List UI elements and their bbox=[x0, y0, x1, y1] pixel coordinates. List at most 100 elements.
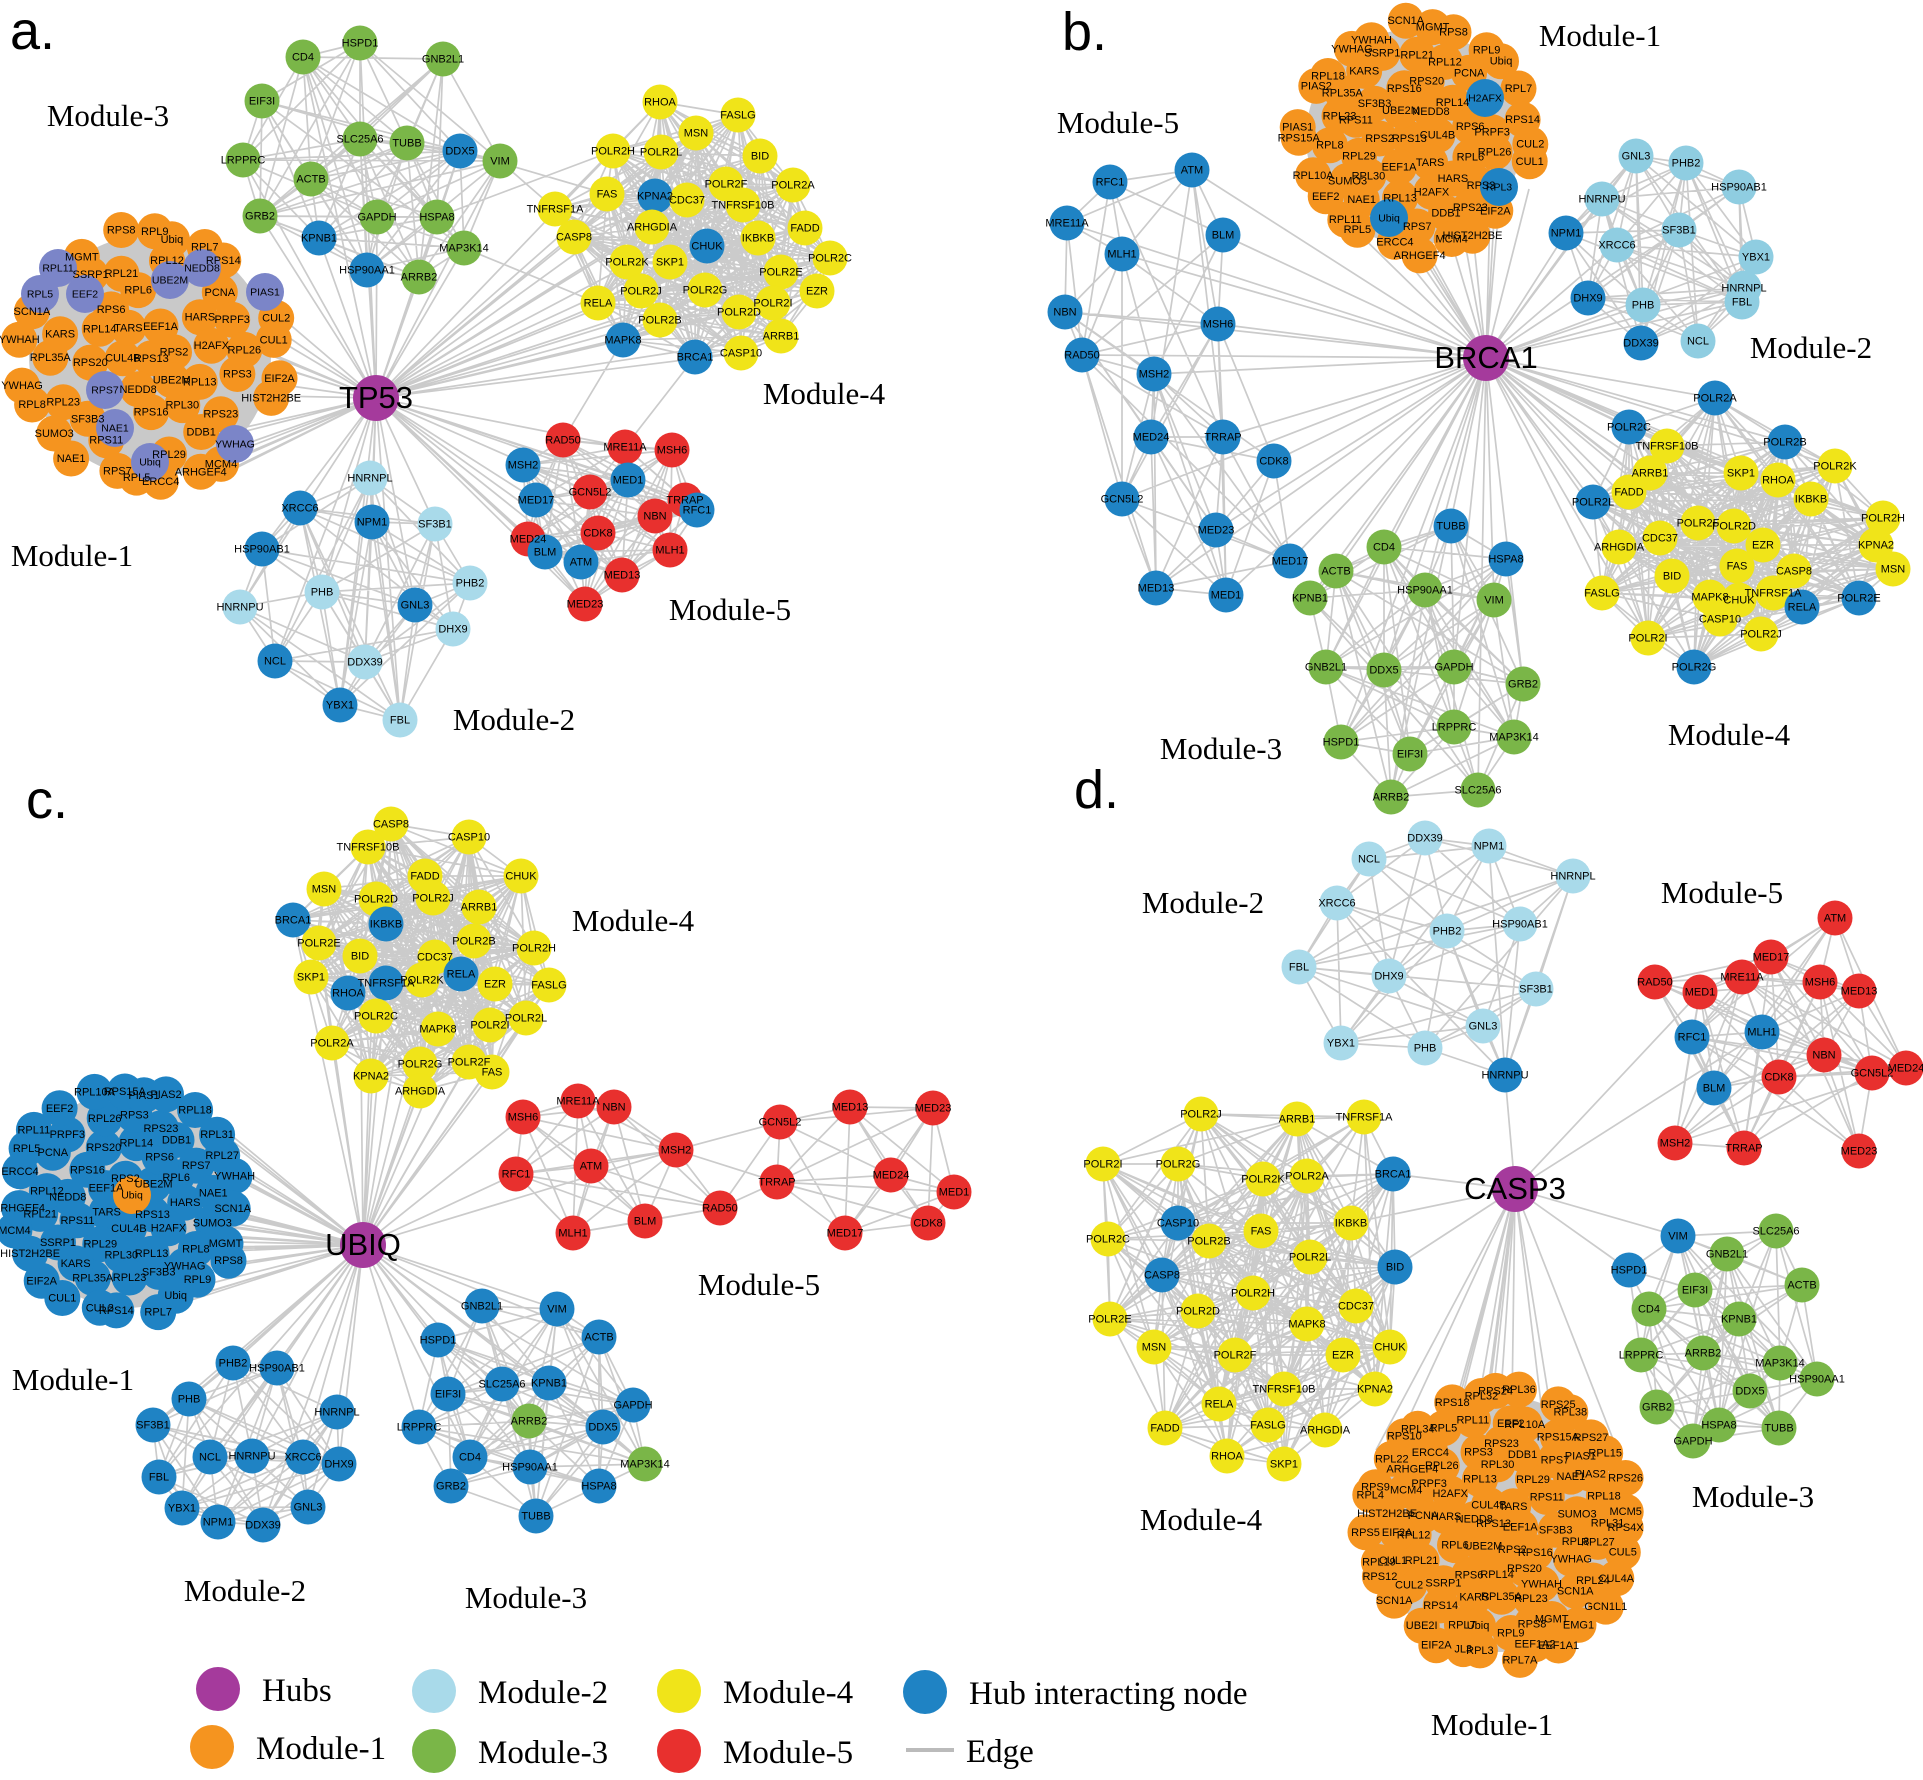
svg-text:XRCC6: XRCC6 bbox=[1318, 898, 1355, 910]
svg-text:a.: a. bbox=[10, 1, 55, 61]
svg-text:EMG1: EMG1 bbox=[1563, 1619, 1594, 1631]
svg-text:MAP3K14: MAP3K14 bbox=[620, 1459, 670, 1471]
svg-text:NAE1: NAE1 bbox=[57, 453, 86, 465]
svg-text:KPNA2: KPNA2 bbox=[1357, 1384, 1393, 1396]
svg-text:MCM5: MCM5 bbox=[1610, 1506, 1642, 1518]
svg-text:RPS11: RPS11 bbox=[1530, 1492, 1564, 1504]
svg-text:MED17: MED17 bbox=[1753, 952, 1790, 964]
svg-text:POLR2C: POLR2C bbox=[354, 1011, 398, 1023]
svg-text:RPL29: RPL29 bbox=[83, 1239, 117, 1251]
svg-text:RPL13: RPL13 bbox=[1463, 1474, 1497, 1486]
svg-text:RPS8: RPS8 bbox=[214, 1255, 243, 1267]
svg-text:MSH2: MSH2 bbox=[1660, 1138, 1691, 1150]
svg-text:TNFRSF1A: TNFRSF1A bbox=[1336, 1112, 1394, 1124]
svg-text:CUL4B: CUL4B bbox=[105, 353, 140, 365]
svg-text:ARRB2: ARRB2 bbox=[1373, 792, 1410, 804]
svg-text:PHB: PHB bbox=[1414, 1043, 1437, 1055]
svg-text:RPL5: RPL5 bbox=[13, 1143, 41, 1155]
svg-text:MCM4: MCM4 bbox=[1436, 234, 1468, 246]
svg-text:ARRB2: ARRB2 bbox=[511, 1416, 548, 1428]
svg-text:POLR2C: POLR2C bbox=[1086, 1234, 1130, 1246]
svg-text:RPL14: RPL14 bbox=[83, 323, 117, 335]
svg-text:POLR2E: POLR2E bbox=[759, 267, 802, 279]
svg-text:RPL18: RPL18 bbox=[1587, 1490, 1621, 1502]
svg-text:POLR2J: POLR2J bbox=[620, 286, 662, 298]
svg-text:ACTB: ACTB bbox=[1787, 1280, 1816, 1292]
svg-text:MED24: MED24 bbox=[1133, 432, 1170, 444]
svg-text:FAS: FAS bbox=[482, 1067, 503, 1079]
svg-text:LRPPRC: LRPPRC bbox=[221, 155, 266, 167]
svg-text:MED1: MED1 bbox=[613, 475, 644, 487]
svg-text:TP53: TP53 bbox=[339, 380, 413, 415]
svg-text:KPNA2: KPNA2 bbox=[637, 191, 673, 203]
svg-text:SSRP1: SSRP1 bbox=[40, 1237, 76, 1249]
svg-text:MSN: MSN bbox=[1142, 1342, 1167, 1354]
svg-text:RPS6: RPS6 bbox=[97, 304, 126, 316]
svg-text:GNB2L1: GNB2L1 bbox=[1706, 1249, 1748, 1261]
svg-text:RPL14: RPL14 bbox=[119, 1138, 153, 1150]
svg-text:HNRNPU: HNRNPU bbox=[228, 1451, 275, 1463]
svg-text:GNL3: GNL3 bbox=[1469, 1021, 1498, 1033]
svg-text:ATM: ATM bbox=[570, 557, 592, 569]
svg-text:EIF3I: EIF3I bbox=[1682, 1285, 1708, 1297]
svg-text:RPL21: RPL21 bbox=[105, 268, 139, 280]
svg-text:POLR2D: POLR2D bbox=[717, 307, 761, 319]
svg-text:BRCA1: BRCA1 bbox=[1434, 340, 1537, 375]
svg-text:RPL5: RPL5 bbox=[27, 289, 53, 301]
svg-text:RFC1: RFC1 bbox=[1096, 177, 1125, 189]
svg-text:RPL6: RPL6 bbox=[124, 285, 152, 297]
svg-text:EIF2A: EIF2A bbox=[1421, 1640, 1452, 1652]
svg-text:POLR2H: POLR2H bbox=[1231, 1288, 1275, 1300]
svg-text:RAD50: RAD50 bbox=[545, 435, 580, 447]
svg-text:RFC1: RFC1 bbox=[502, 1169, 531, 1181]
svg-text:Ubiq: Ubiq bbox=[121, 1190, 143, 1202]
svg-text:GAPDH: GAPDH bbox=[613, 1400, 652, 1412]
svg-text:RPL30: RPL30 bbox=[165, 400, 199, 412]
svg-text:POLR2D: POLR2D bbox=[1176, 1306, 1220, 1318]
svg-text:RPS11: RPS11 bbox=[60, 1215, 94, 1227]
svg-text:Module-1: Module-1 bbox=[1539, 18, 1661, 53]
svg-text:MED23: MED23 bbox=[915, 1103, 952, 1115]
svg-text:MSH6: MSH6 bbox=[508, 1112, 539, 1124]
svg-text:RPS16: RPS16 bbox=[1518, 1547, 1553, 1559]
svg-text:Module-2: Module-2 bbox=[1142, 885, 1264, 920]
svg-text:FBL: FBL bbox=[1732, 297, 1752, 309]
svg-text:UBE2I: UBE2I bbox=[1406, 1620, 1438, 1632]
svg-text:TNFRSF1A: TNFRSF1A bbox=[1745, 588, 1803, 600]
svg-text:RELA: RELA bbox=[1205, 1399, 1234, 1411]
svg-text:DDX39: DDX39 bbox=[1407, 833, 1442, 845]
svg-text:HSPA8: HSPA8 bbox=[1488, 554, 1523, 566]
svg-text:Hub interacting node: Hub interacting node bbox=[969, 1676, 1248, 1712]
svg-text:HNRNPU: HNRNPU bbox=[1578, 194, 1625, 206]
svg-text:POLR2K: POLR2K bbox=[400, 975, 444, 987]
svg-text:NBN: NBN bbox=[1812, 1050, 1835, 1062]
svg-text:ATM: ATM bbox=[580, 1161, 602, 1173]
svg-text:POLR2G: POLR2G bbox=[1156, 1159, 1201, 1171]
svg-text:MAP3K14: MAP3K14 bbox=[1755, 1358, 1805, 1370]
svg-text:POLR2G: POLR2G bbox=[1672, 662, 1717, 674]
svg-text:RPL35A: RPL35A bbox=[72, 1272, 114, 1284]
svg-text:CDC37: CDC37 bbox=[1338, 1301, 1374, 1313]
svg-text:BID: BID bbox=[351, 951, 369, 963]
svg-text:YWHAG: YWHAG bbox=[215, 439, 255, 451]
svg-text:CD4: CD4 bbox=[292, 52, 314, 64]
svg-text:MED24: MED24 bbox=[873, 1170, 910, 1182]
svg-text:MSN: MSN bbox=[1881, 564, 1906, 576]
svg-text:RPL34: RPL34 bbox=[1401, 1423, 1435, 1435]
svg-text:POLR2I: POLR2I bbox=[470, 1020, 509, 1032]
svg-text:RPL35A: RPL35A bbox=[30, 352, 72, 364]
svg-text:CASP8: CASP8 bbox=[373, 819, 409, 831]
svg-text:RPS20: RPS20 bbox=[73, 357, 108, 369]
svg-text:MED13: MED13 bbox=[832, 1102, 869, 1114]
svg-text:CDK8: CDK8 bbox=[913, 1218, 942, 1230]
svg-text:Module-5: Module-5 bbox=[1057, 105, 1179, 140]
svg-text:JL3: JL3 bbox=[1454, 1644, 1472, 1656]
svg-text:KARS: KARS bbox=[1349, 65, 1379, 77]
svg-text:SSRP1: SSRP1 bbox=[73, 269, 109, 281]
svg-text:MGMT: MGMT bbox=[209, 1238, 243, 1250]
svg-text:CUL2: CUL2 bbox=[86, 1302, 114, 1314]
svg-text:POLR2E: POLR2E bbox=[1088, 1314, 1131, 1326]
svg-text:RPL11: RPL11 bbox=[1456, 1415, 1489, 1427]
svg-text:HIST2H2BE: HIST2H2BE bbox=[241, 392, 301, 404]
svg-text:MSH2: MSH2 bbox=[508, 460, 539, 472]
